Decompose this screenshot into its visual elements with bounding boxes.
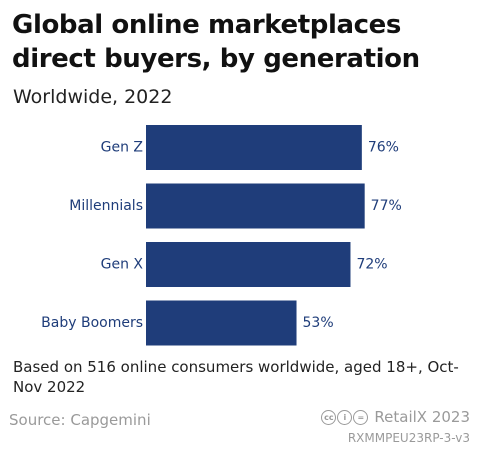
value-label: 72% — [356, 257, 387, 273]
source-label: Source: Capgemini — [9, 411, 151, 429]
value-label: 77% — [371, 198, 402, 214]
bar-chart: Gen Z 76% Millennials 77% Gen X 72% Baby Boome… — [41, 125, 402, 346]
chart-subtitle: Worldwide, 2022 — [13, 86, 173, 108]
bar — [146, 183, 365, 229]
bar — [146, 242, 351, 287]
creative-commons-icon: cc i = — [321, 409, 369, 425]
bar — [146, 125, 362, 170]
category-label: Gen Z — [101, 140, 143, 156]
bar — [146, 300, 297, 346]
value-label: 53% — [303, 315, 334, 331]
category-label: Baby Boomers — [41, 315, 143, 331]
category-label: Millennials — [69, 198, 143, 214]
brand-label: RetailX 2023 — [374, 408, 470, 426]
methodology-note: Based on 516 online consumers worldwide,… — [13, 358, 459, 396]
value-label: 76% — [368, 140, 399, 156]
credit-block: cc i = RetailX 2023 RXMMPEU23RP-3-v3 — [321, 408, 470, 445]
report-code: RXMMPEU23RP-3-v3 — [347, 431, 470, 445]
category-label: Gen X — [101, 257, 144, 273]
chart-title: Global online marketplaces direct buyers… — [12, 10, 420, 74]
